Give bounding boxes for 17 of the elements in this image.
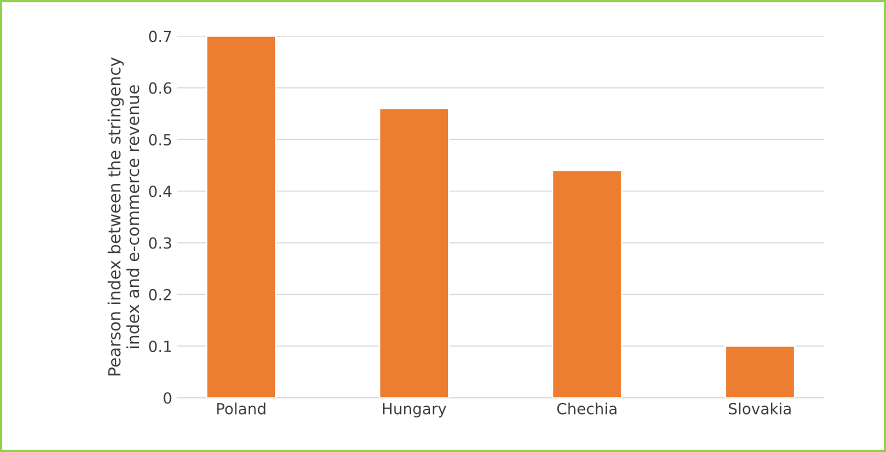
y-tick-label: 0.4 — [149, 186, 172, 198]
bar — [724, 345, 796, 398]
bar — [206, 36, 276, 398]
y-tick-label: 0.5 — [149, 134, 172, 146]
y-axis-title: Pearson index between the stringency index and e-commerce revenue — [108, 57, 140, 376]
bar — [552, 170, 622, 398]
y-tick-label: 0.2 — [149, 288, 171, 300]
bar — [378, 108, 450, 398]
y-tick-label: 0.6 — [149, 82, 172, 94]
x-tick-label: Chechia — [557, 402, 616, 414]
y-tick-label: 0.3 — [149, 237, 172, 249]
x-tick-label: Hungary — [383, 403, 446, 418]
x-tick-label: Slovakia — [728, 402, 791, 414]
y-tick-label: 0 — [164, 392, 172, 404]
y-tick-label: 0.1 — [149, 340, 171, 352]
y-tick-label: 0.7 — [149, 30, 172, 42]
x-tick-label: Poland — [217, 402, 266, 414]
